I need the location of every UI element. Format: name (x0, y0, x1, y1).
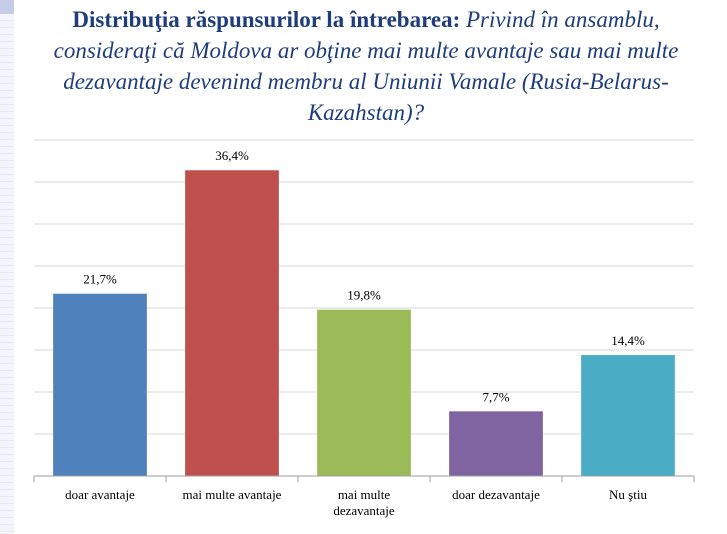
left-decorative-strip (0, 0, 14, 534)
bar (317, 309, 411, 476)
data-label: 36,4% (215, 148, 249, 163)
bar (581, 355, 675, 476)
x-tick-label: doar dezavantaje (452, 487, 540, 502)
title-question: Privind în ansamblu, consideraţi că Mold… (53, 7, 679, 125)
chart-title: Distribuţia răspunsurilor la întrebarea:… (30, 4, 702, 128)
corner-mark (0, 0, 14, 14)
x-tick-label: doar avantaje (65, 487, 135, 502)
data-label: 19,8% (347, 288, 381, 303)
title-bold: Distribuţia răspunsurilor la întrebarea: (72, 7, 461, 32)
bar (53, 293, 147, 476)
bar (449, 411, 543, 476)
x-tick-label: Nu ştiu (609, 487, 647, 502)
data-label: 14,4% (611, 333, 645, 348)
x-tick-label: mai multe (338, 487, 391, 502)
x-tick-label: dezavantaje (333, 503, 395, 518)
bar (185, 170, 279, 477)
data-label: 7,7% (482, 389, 509, 404)
data-label: 21,7% (83, 272, 117, 287)
x-tick-label: mai multe avantaje (183, 487, 282, 502)
